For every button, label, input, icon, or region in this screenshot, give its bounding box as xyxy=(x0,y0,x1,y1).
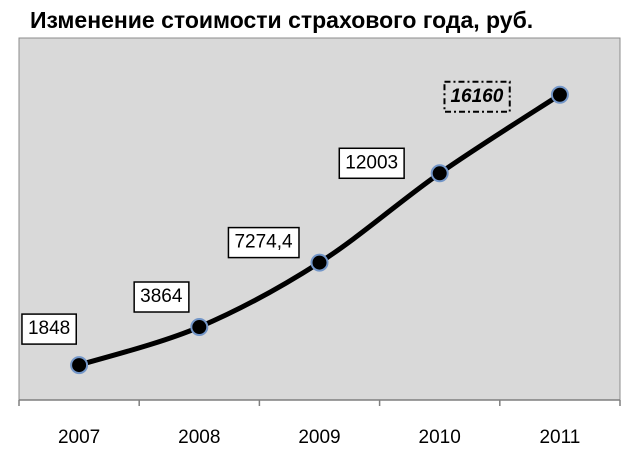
x-tick-label: 2010 xyxy=(419,427,461,448)
plot-area xyxy=(18,37,621,401)
point xyxy=(70,356,89,375)
data-label-box: 1848 xyxy=(21,313,77,345)
data-label: 16160 xyxy=(450,86,503,107)
data-label-box: 7274,4 xyxy=(227,226,300,259)
point xyxy=(310,253,329,272)
data-label: 7274,4 xyxy=(234,232,293,253)
data-label-frame xyxy=(227,226,300,259)
data-label-box: 3864 xyxy=(133,281,190,313)
point xyxy=(190,318,209,337)
point xyxy=(550,85,569,104)
x-tick-label: 2011 xyxy=(539,427,580,448)
data-label: 3864 xyxy=(140,286,183,307)
data-label-frame xyxy=(21,313,77,345)
data-label-box: 16160 xyxy=(443,80,511,113)
x-tick-label: 2007 xyxy=(58,427,100,448)
data-label: 1848 xyxy=(28,318,70,339)
x-tick-label: 2009 xyxy=(298,427,340,448)
data-label-box: 12003 xyxy=(338,147,405,180)
data-label-frame xyxy=(133,281,190,313)
data-label: 12003 xyxy=(345,152,398,173)
chart-title: Изменение стоимости страхового года, руб… xyxy=(30,7,533,33)
data-label-frame xyxy=(338,147,405,180)
point xyxy=(430,164,449,183)
data-label-frame xyxy=(443,80,511,113)
x-tick-label: 2008 xyxy=(178,427,220,448)
